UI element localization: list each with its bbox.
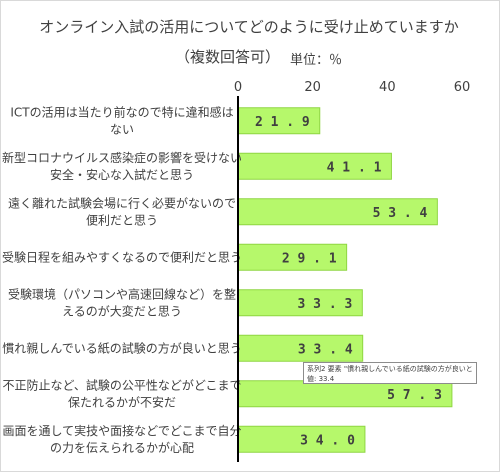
category-label: ICTの活用は当たり前なので特に違和感は xyxy=(10,104,233,119)
chart-subtitle: （複数回答可） xyxy=(175,48,281,66)
category-label: 新型コロナウイルス感染症の影響を受けない xyxy=(2,150,242,165)
category-label: えるのが大変だと思う xyxy=(62,303,182,318)
data-label: 4 1 . 1 xyxy=(327,160,382,175)
category-label: 受験日程を組みやすくなるので便利だと思う xyxy=(2,249,242,264)
data-label: 2 9 . 1 xyxy=(282,251,337,266)
category-label: 不正防止など、試験の公平性などがどこまで xyxy=(2,377,241,392)
x-tick-label: 0 xyxy=(234,80,242,95)
bar xyxy=(237,152,392,180)
category-label: 画面を通して実技や面接などでどこまで自分 xyxy=(2,423,241,438)
category-label: の力を伝えられるかが心配 xyxy=(50,440,194,455)
data-label: 3 4 . 0 xyxy=(300,433,355,448)
bar xyxy=(237,198,438,226)
x-tick-label: 20 xyxy=(304,80,321,95)
category-label: ない xyxy=(110,122,134,136)
bar xyxy=(237,334,364,362)
unit-label: 単位：％ xyxy=(290,53,343,68)
tooltip-line-series: 系列2 要素 "慣れ親しんでいる紙の試験の方が良いと思う" xyxy=(307,365,473,373)
bar xyxy=(237,380,453,408)
x-tick-label: 40 xyxy=(379,80,396,95)
category-label: 慣れ親しんでいる紙の試験の方が良いと思う xyxy=(2,340,241,355)
x-tick-label: 60 xyxy=(454,80,471,95)
category-label: 受験環境（パソコンや高速回線など）を整 xyxy=(8,286,236,301)
tooltip-line-value: 値: 33.4 xyxy=(307,375,335,383)
data-label: 3 3 . 4 xyxy=(298,342,353,357)
category-label: 便利だと思う xyxy=(86,213,158,227)
chart-title: オンライン入試の活用についてどのように受け止めていますか xyxy=(39,18,459,36)
data-tooltip: 系列2 要素 "慣れ親しんでいる紙の試験の方が良いと思う" 値: 33.4 xyxy=(303,362,477,384)
data-label: 5 7 . 3 xyxy=(387,388,442,403)
bar xyxy=(237,289,363,317)
bar xyxy=(237,243,348,271)
category-label: 遠く離れた試験会場に行く必要がないので xyxy=(8,195,236,210)
data-label: 2 1 . 9 xyxy=(255,115,310,130)
category-label: 安全・安心な入試だと思う xyxy=(50,167,194,182)
category-label: 保たれるかが不安だ xyxy=(68,394,176,409)
bar xyxy=(237,425,366,453)
data-label: 3 3 . 3 xyxy=(298,297,353,312)
data-label: 5 3 . 4 xyxy=(373,206,428,221)
